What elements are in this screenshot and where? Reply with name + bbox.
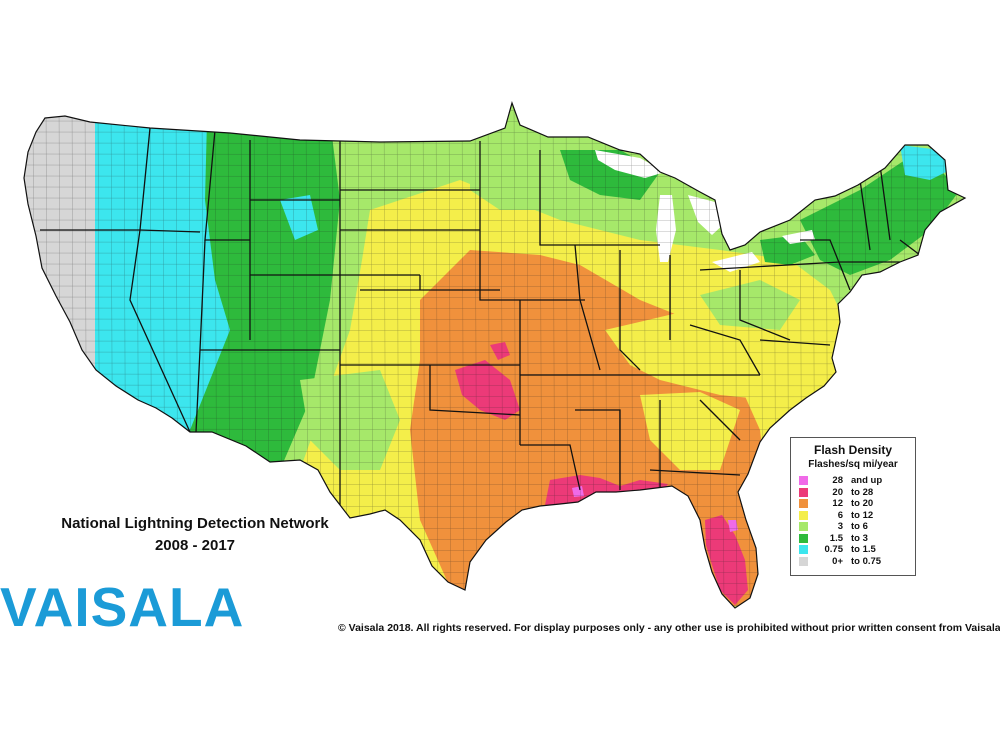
- legend-item: 3 to 6: [791, 521, 915, 533]
- legend-swatch: [799, 499, 808, 508]
- legend-low: 12: [832, 498, 843, 509]
- legend-swatch: [799, 476, 808, 485]
- legend-item: 0.75 to 1.5: [791, 544, 915, 556]
- legend-low: 1.5: [829, 532, 843, 544]
- map-title-line1: National Lightning Detection Network: [61, 515, 329, 532]
- legend-swatch: [799, 533, 808, 543]
- legend-item: 28 and up: [791, 475, 915, 487]
- legend-item: 1.5 to 3: [791, 533, 915, 545]
- legend-item: 6 to 12: [791, 510, 915, 522]
- legend-swatch: [799, 522, 808, 531]
- legend-swatch: [799, 545, 808, 554]
- legend-subtitle: Flashes/sq mi/year: [808, 459, 898, 470]
- legend-low: 6: [837, 509, 843, 521]
- legend-item: 12 to 20: [791, 498, 915, 510]
- legend-high: to 20: [851, 498, 874, 509]
- legend-high: to 12: [851, 509, 874, 521]
- legend-high: and up: [851, 475, 883, 486]
- legend-rows: 28 and up 20 to 28 12 to 20 6 to 12 3 to 6 1.5 to 3…: [791, 475, 915, 567]
- legend-swatch: [799, 510, 808, 520]
- legend-low: 3: [837, 521, 843, 532]
- flash-density-legend: Flash Density Flashes/sq mi/year 28 and u…: [790, 437, 916, 576]
- legend-high: to 28: [851, 486, 874, 498]
- legend-high: to 0.75: [851, 555, 882, 567]
- map-title-line2: 2008 - 2017: [154, 537, 236, 554]
- legend-item: 20 to 28: [791, 487, 915, 499]
- copyright-notice: © Vaisala 2018. All rights reserved. For…: [338, 622, 1000, 634]
- legend-high: to 3: [851, 532, 868, 544]
- legend-high: to 6: [851, 521, 868, 532]
- legend-item: 0+ to 0.75: [791, 556, 915, 568]
- legend-low: 0+: [832, 555, 843, 567]
- legend-swatch: [799, 556, 808, 566]
- legend-low: 20: [832, 486, 843, 498]
- legend-high: to 1.5: [851, 544, 876, 555]
- legend-swatch: [799, 487, 808, 497]
- legend-low: 28: [832, 475, 843, 486]
- map-title: National Lightning Detection Network 200…: [30, 513, 360, 557]
- vaisala-logo: VAISALA: [0, 576, 245, 638]
- legend-title: Flash Density: [813, 443, 893, 457]
- legend-low: 0.75: [824, 544, 844, 555]
